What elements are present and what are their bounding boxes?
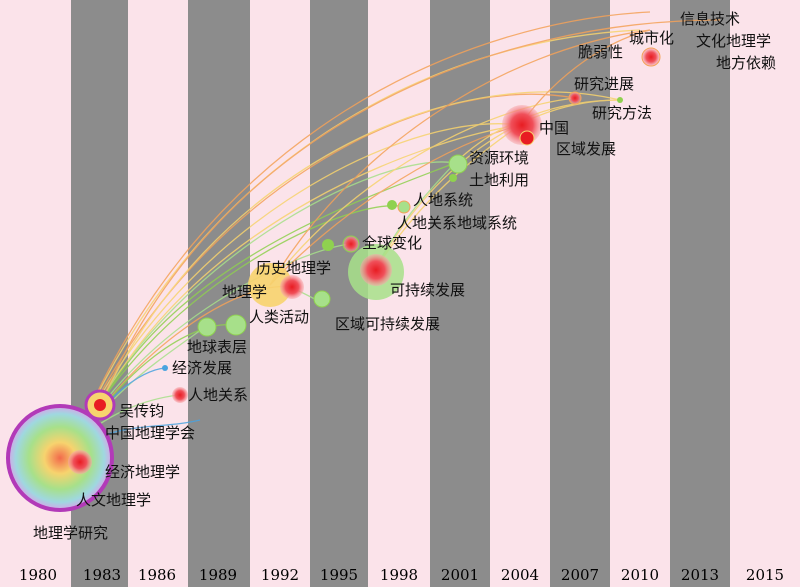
keyword-label: 人类活动 — [249, 308, 309, 326]
keyword-label: 中国地理学会 — [105, 424, 195, 442]
keyword-label: 地理学研究 — [33, 524, 108, 542]
keyword-label: 经济发展 — [172, 359, 232, 377]
keyword-label: 土地利用 — [469, 171, 529, 189]
node-yanjiufangfa — [617, 97, 623, 103]
keyword-label: 城市化 — [629, 29, 674, 47]
keyword-label: 人地关系地域系统 — [397, 214, 517, 232]
year-label: 2010 — [621, 566, 659, 584]
keyword-label: 脆弱性 — [578, 43, 623, 61]
node-quyufazhan — [519, 130, 535, 146]
node-lishi-dilixue — [280, 275, 304, 299]
year-label: 1983 — [83, 566, 121, 584]
year-label: 1995 — [320, 566, 358, 584]
keyword-label: 区域发展 — [556, 140, 616, 158]
keyword-label: 人地关系 — [188, 386, 248, 404]
year-label: 1980 — [19, 566, 57, 584]
year-axis-labels: 1980 1983 1986 1989 1992 1995 1998 2001 … — [19, 566, 784, 584]
year-label: 2007 — [561, 566, 599, 584]
node-chengshihua — [641, 47, 661, 67]
keyword-label: 中国 — [539, 119, 569, 137]
node-ziyuanhuanjing-2 — [449, 174, 457, 182]
year-label: 2001 — [441, 566, 479, 584]
keyword-label: 人地系统 — [413, 191, 473, 209]
keyword-label: 历史地理学 — [256, 259, 331, 277]
keyword-label: 信息技术 — [680, 10, 740, 28]
year-label: 2004 — [501, 566, 539, 584]
year-label: 2015 — [746, 566, 784, 584]
keyword-label: 人文地理学 — [76, 491, 151, 509]
node-renleihuodong — [313, 290, 331, 308]
keyword-label: 地方依赖 — [716, 54, 776, 72]
node-diqiubiaoceng-1 — [197, 317, 217, 337]
year-label: 1986 — [138, 566, 176, 584]
keyword-label: 地理学 — [222, 283, 267, 301]
keyword-label: 资源环境 — [469, 149, 529, 167]
node-quanqiubianhua-1 — [322, 239, 334, 251]
keyword-label: 区域可持续发展 — [335, 315, 440, 333]
node-dilixue — [248, 263, 292, 307]
node-jingjifazhan — [162, 365, 168, 371]
node-renjiguanxi — [172, 387, 188, 403]
keyword-label: 经济地理学 — [105, 463, 180, 481]
node-kechixu-core — [360, 254, 392, 286]
node-wuchuanjun-core — [94, 399, 106, 411]
year-label: 1989 — [199, 566, 237, 584]
band-2015 — [730, 0, 800, 587]
node-renjixitong-1 — [387, 200, 397, 210]
node-quanqiubianhua-2 — [342, 235, 360, 253]
band-2013 — [670, 0, 730, 587]
node-diqiubiaoceng-2 — [225, 314, 247, 336]
band-2004 — [490, 0, 550, 587]
band-1989 — [188, 0, 250, 587]
keyword-label: 吴传钧 — [119, 402, 164, 420]
keyword-label: 可持续发展 — [390, 281, 465, 299]
keyword-label: 研究方法 — [592, 104, 652, 122]
keyword-label: 研究进展 — [574, 75, 634, 93]
nodes — [6, 47, 661, 512]
keyword-labels: 信息技术 文化地理学 地方依赖 城市化 脆弱性 研究进展 研究方法 中国 区域发… — [33, 10, 776, 542]
node-yanjiujinzhan — [568, 91, 582, 105]
keyword-label: 文化地理学 — [696, 32, 771, 50]
node-dilixue-yanjiu — [6, 404, 114, 512]
node-renjixitong-2 — [397, 200, 411, 214]
keyword-label: 地球表层 — [187, 338, 247, 356]
year-label: 2013 — [681, 566, 719, 584]
node-ziyuanhuanjing-1 — [448, 154, 468, 174]
year-label: 1998 — [380, 566, 418, 584]
year-label: 1992 — [261, 566, 299, 584]
node-jingji-dilixue — [68, 450, 92, 474]
keyword-label: 全球变化 — [362, 234, 422, 252]
